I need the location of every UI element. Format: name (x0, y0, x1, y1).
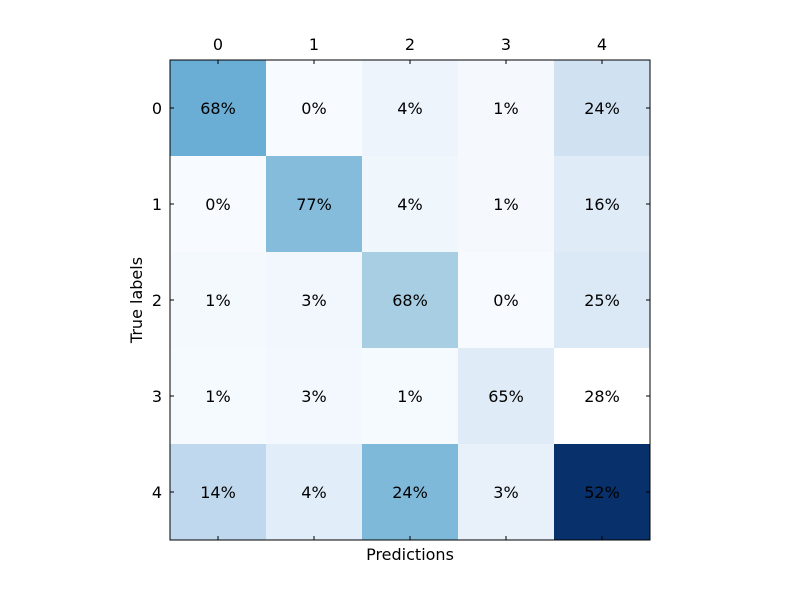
cell-label-r3-c0: 1% (205, 387, 230, 406)
cell-label-r4-c3: 3% (493, 483, 518, 502)
y-axis-label: True labels (127, 257, 146, 344)
heatmap-cell-r3-c1 (266, 348, 362, 444)
heatmap-cell-r4-c4 (554, 444, 650, 540)
cell-labels: 68% 0% 4% 1% 24% 0% 77% 4% 1% 16% 1% 3% 68% 0% 25% 1% 3%… (200, 99, 620, 502)
cell-label-r2-c3: 0% (493, 291, 518, 310)
heatmap-cell-r4-c2 (362, 444, 458, 540)
cell-label-r2-c0: 1% (205, 291, 230, 310)
cell-label-r0-c2: 4% (397, 99, 422, 118)
y-tick-label-3: 3 (152, 387, 162, 406)
heatmap-cell-r2-c0 (170, 252, 266, 348)
heatmap-cell-r1-c4 (554, 156, 650, 252)
heatmap-cell-r2-c1 (266, 252, 362, 348)
heatmap-cell-r2-c3 (458, 252, 554, 348)
heatmap-cell-r0-c1 (266, 60, 362, 156)
heatmap-cell-r3-c0 (170, 348, 266, 444)
cell-label-r1-c4: 16% (584, 195, 620, 214)
cell-label-r2-c2: 68% (392, 291, 428, 310)
cell-label-r0-c4: 24% (584, 99, 620, 118)
heatmap-cell-r0-c0 (170, 60, 266, 156)
x-tick-label-3: 3 (501, 35, 511, 54)
cell-label-r0-c0: 68% (200, 99, 236, 118)
heatmap-cell-r3-c4 (554, 348, 650, 444)
y-tick-labels: 0 1 2 3 4 (152, 99, 162, 502)
heatmap-cell-r4-c1 (266, 444, 362, 540)
cell-label-r3-c3: 65% (488, 387, 524, 406)
cell-label-r2-c4: 25% (584, 291, 620, 310)
cell-label-r0-c1: 0% (301, 99, 326, 118)
x-axis-label: Predictions (366, 545, 454, 564)
cell-label-r0-c3: 1% (493, 99, 518, 118)
heatmap-cell-r4-c0 (170, 444, 266, 540)
heatmap-cell-r3-c3 (458, 348, 554, 444)
x-tick-label-4: 4 (597, 35, 607, 54)
x-tick-label-2: 2 (405, 35, 415, 54)
x-tick-label-1: 1 (309, 35, 319, 54)
cell-label-r4-c4: 52% (584, 483, 620, 502)
cell-label-r1-c0: 0% (205, 195, 230, 214)
heatmap-cells (170, 60, 650, 540)
x-tick-label-0: 0 (213, 35, 223, 54)
heatmap-cell-r0-c4 (554, 60, 650, 156)
heatmap-cell-r4-c3 (458, 444, 554, 540)
cell-label-r1-c3: 1% (493, 195, 518, 214)
cell-label-r3-c2: 1% (397, 387, 422, 406)
cell-label-r3-c1: 3% (301, 387, 326, 406)
cell-label-r2-c1: 3% (301, 291, 326, 310)
heatmap-cell-r2-c2 (362, 252, 458, 348)
cell-label-r4-c0: 14% (200, 483, 236, 502)
y-tick-label-2: 2 (152, 291, 162, 310)
heatmap-cell-r3-c2 (362, 348, 458, 444)
y-tick-label-4: 4 (152, 483, 162, 502)
heatmap-cell-r1-c2 (362, 156, 458, 252)
cell-label-r3-c4: 28% (584, 387, 620, 406)
heatmap-cell-r1-c0 (170, 156, 266, 252)
y-tick-label-1: 1 (152, 195, 162, 214)
heatmap-cell-r1-c1 (266, 156, 362, 252)
cell-label-r1-c1: 77% (296, 195, 332, 214)
x-tick-labels: 0 1 2 3 4 (213, 35, 607, 54)
y-tick-label-0: 0 (152, 99, 162, 118)
heatmap-cell-r0-c3 (458, 60, 554, 156)
cell-label-r1-c2: 4% (397, 195, 422, 214)
cell-label-r4-c1: 4% (301, 483, 326, 502)
heatmap-cell-r1-c3 (458, 156, 554, 252)
axis-ticks (170, 60, 650, 540)
heatmap-cell-r0-c2 (362, 60, 458, 156)
heatmap-cell-r2-c4 (554, 252, 650, 348)
cell-label-r4-c2: 24% (392, 483, 428, 502)
